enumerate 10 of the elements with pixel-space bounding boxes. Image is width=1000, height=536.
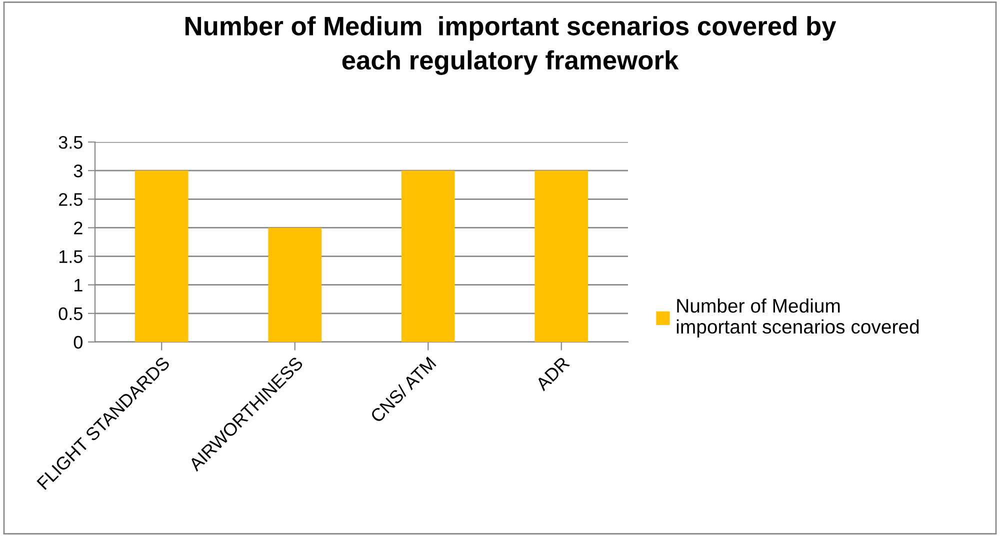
y-tick-label: 1 [74,278,82,292]
y-tick-label: 2 [74,222,82,234]
y-tick-label: 0 [74,336,82,349]
y-tick-label: 1.5 [59,250,82,264]
y-tick-label: 3 [74,164,82,178]
y-tick-label: 2.5 [59,193,82,206]
y-tick-label: 3.5 [58,136,82,149]
legend-label: Number of Medium important scenarios covered [676,298,919,338]
chart-title: Number of Medium important scenarios covered by each regulatory framework [186,16,836,75]
y-tick-label: 0.5 [58,307,82,320]
